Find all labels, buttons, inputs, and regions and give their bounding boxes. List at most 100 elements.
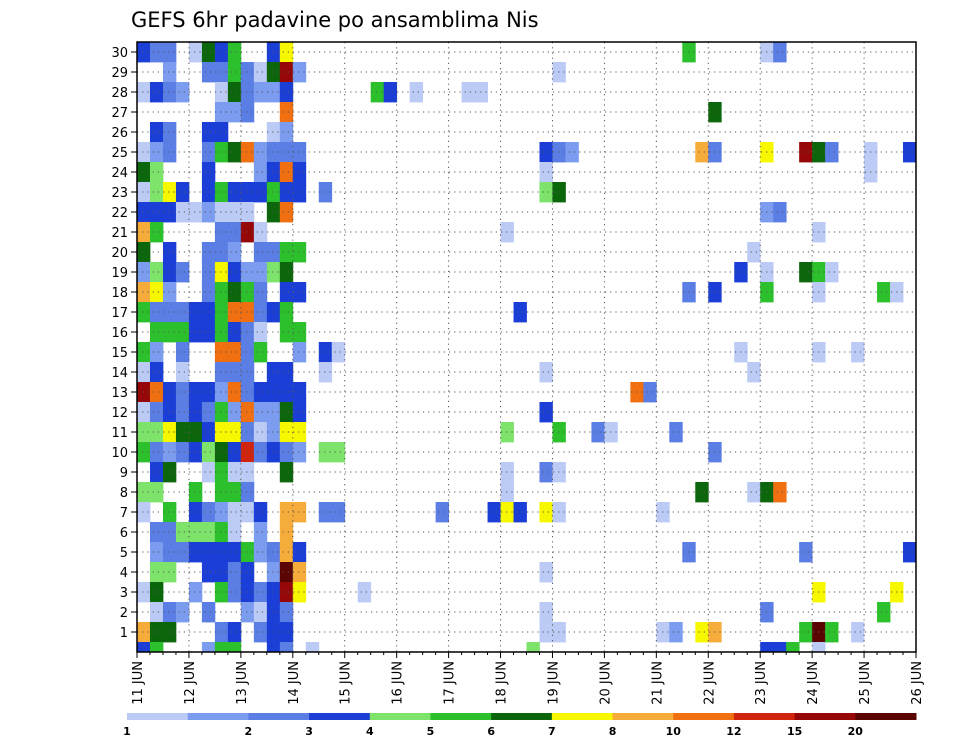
heatmap-cell — [227, 622, 242, 643]
heatmap-cell — [201, 242, 216, 263]
heatmap-cell — [201, 202, 216, 223]
heatmap-cell — [149, 222, 164, 243]
heatmap-cell — [201, 542, 216, 563]
colorbar-label: 5 — [427, 725, 435, 738]
y-tick-label: 20 — [111, 246, 128, 261]
heatmap-cell — [253, 522, 268, 543]
heatmap-cell — [188, 422, 203, 443]
heatmap-cell — [137, 162, 151, 183]
heatmap-cell — [279, 562, 294, 583]
heatmap-cell — [162, 542, 177, 563]
heatmap-cell — [227, 222, 242, 243]
heatmap-cell — [162, 242, 177, 263]
heatmap-cell — [214, 122, 229, 143]
heatmap-cell — [279, 182, 294, 203]
heatmap-cell — [253, 442, 268, 463]
y-axis: 1234567891011121314151617181920212223242… — [111, 46, 137, 641]
heatmap-cell — [292, 542, 307, 563]
heatmap-cell — [331, 502, 346, 523]
heatmap-cell — [253, 162, 268, 183]
heatmap-cell — [201, 142, 216, 163]
heatmap-cell — [188, 322, 203, 343]
heatmap-cell — [773, 482, 787, 503]
heatmap-cell — [137, 282, 151, 303]
heatmap-cell — [279, 422, 294, 443]
colorbar-swatch — [369, 713, 431, 720]
heatmap-cell — [188, 522, 203, 543]
heatmap-cell — [175, 442, 190, 463]
heatmap-cell — [227, 42, 242, 63]
heatmap-cell — [240, 262, 255, 283]
heatmap-cell — [279, 62, 294, 83]
heatmap-cell — [214, 402, 229, 423]
heatmap-cell — [240, 342, 255, 363]
colorbar-legend: 2 3 4 5 6 7 8 10 12 15 20 1 — [123, 713, 917, 738]
heatmap-cell — [292, 182, 307, 203]
y-tick-label: 4 — [120, 566, 128, 581]
heatmap-cell — [266, 62, 281, 83]
x-tick-label: 25 JUN — [858, 661, 873, 705]
heatmap-cell — [253, 302, 268, 323]
colorbar-swatch — [551, 713, 614, 720]
heatmap-cell — [175, 382, 190, 403]
heatmap-cell — [279, 142, 294, 163]
x-tick-label: 16 JUN — [391, 661, 406, 705]
heatmap-cell — [162, 82, 177, 103]
y-tick-label: 26 — [111, 126, 128, 141]
x-tick-label: 17 JUN — [443, 661, 458, 705]
heatmap-cell — [292, 242, 307, 263]
heatmap-cell — [201, 522, 216, 543]
y-tick-label: 1 — [120, 626, 128, 641]
heatmap-cell — [162, 282, 177, 303]
heatmap-cell — [201, 262, 216, 283]
heatmap-cell — [162, 562, 177, 583]
heatmap-cell — [266, 642, 281, 653]
heatmap-cell — [240, 182, 255, 203]
heatmap-cell — [214, 622, 229, 643]
heatmap-cell — [201, 442, 216, 463]
colorbar-swatch — [855, 713, 917, 720]
heatmap-cell — [279, 382, 294, 403]
heatmap-cell — [695, 482, 709, 503]
heatmap-cell — [137, 82, 151, 103]
heatmap-cell — [513, 502, 527, 523]
heatmap-cell — [149, 82, 164, 103]
heatmap-cell — [227, 202, 242, 223]
heatmap-cell — [799, 542, 813, 563]
heatmap-cell — [539, 362, 553, 383]
y-tick-label: 15 — [111, 346, 128, 361]
heatmap-cell — [162, 422, 177, 443]
heatmap-cell — [175, 202, 190, 223]
x-tick-label: 26 JUN — [910, 661, 925, 705]
heatmap-cell — [539, 162, 553, 183]
heatmap-cell — [149, 542, 164, 563]
colorbar-label: 3 — [305, 725, 313, 738]
heatmap-cell — [227, 242, 242, 263]
heatmap-cell — [747, 482, 761, 503]
heatmap-cell — [227, 422, 242, 443]
heatmap-cell — [149, 562, 164, 583]
heatmap-cell — [201, 422, 216, 443]
x-tick-label: 18 JUN — [495, 661, 510, 705]
heatmap-cells — [137, 42, 917, 653]
heatmap-cell — [760, 642, 774, 653]
heatmap-cell — [292, 282, 307, 303]
heatmap-cell — [149, 322, 164, 343]
colorbar-swatch — [127, 713, 189, 720]
heatmap-cell — [253, 142, 268, 163]
heatmap-cell — [137, 442, 151, 463]
colorbar-swatch — [612, 713, 674, 720]
heatmap-cell — [149, 642, 164, 653]
heatmap-cell — [292, 162, 307, 183]
heatmap-cell — [227, 642, 242, 653]
heatmap-cell — [175, 602, 190, 623]
heatmap-cell — [279, 162, 294, 183]
heatmap-cell — [253, 582, 268, 603]
heatmap-cell — [227, 482, 242, 503]
heatmap-cell — [188, 382, 203, 403]
heatmap-cell — [214, 582, 229, 603]
y-tick-label: 18 — [111, 286, 128, 301]
heatmap-cell — [214, 642, 229, 653]
y-tick-label: 19 — [111, 266, 128, 281]
colorbar-label: 20 — [848, 725, 864, 738]
